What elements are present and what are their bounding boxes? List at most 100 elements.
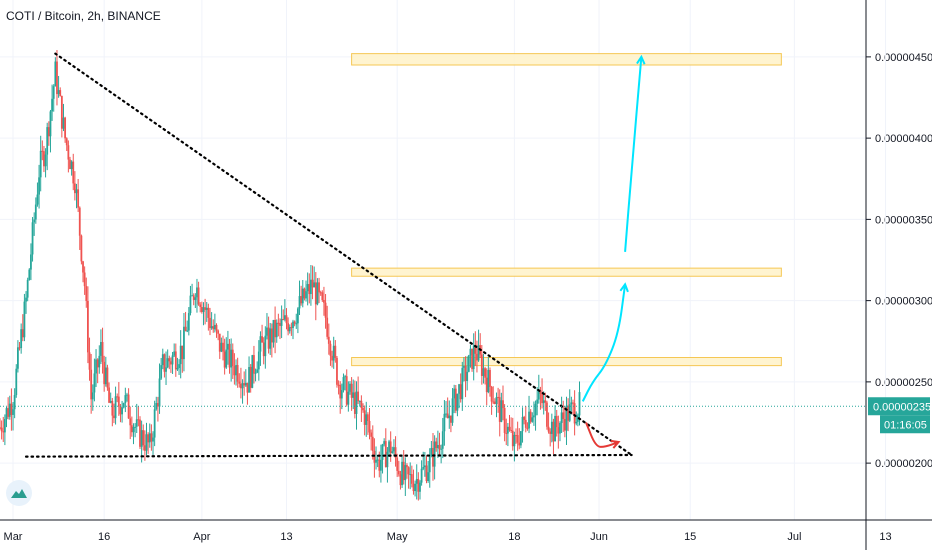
candle-body <box>171 355 174 365</box>
candle-body <box>248 367 250 393</box>
candle-body <box>163 354 166 372</box>
candle-body <box>275 322 278 338</box>
candle-body <box>18 347 21 349</box>
candle-body <box>311 279 314 288</box>
header-separator: , <box>80 9 88 23</box>
candle-body <box>563 419 566 431</box>
candle-body <box>296 308 299 324</box>
candle-body <box>415 478 418 484</box>
resistance-zone[interactable] <box>351 53 782 66</box>
candle-body <box>192 295 195 300</box>
candle-body <box>262 342 265 357</box>
candle-body <box>165 367 167 372</box>
candle-body <box>339 384 342 399</box>
candle-body <box>467 355 470 372</box>
candle-body <box>432 447 434 467</box>
arrow-head-icon <box>619 282 629 293</box>
candle-body <box>399 474 402 486</box>
candle-body <box>17 347 19 369</box>
candle-body <box>570 402 573 405</box>
candle-body <box>241 383 244 389</box>
candle-body <box>13 395 16 410</box>
candle-body <box>565 405 568 431</box>
candle-body <box>365 414 368 425</box>
candle-body <box>5 408 8 420</box>
arrow-head-icon <box>610 439 621 449</box>
candle-body <box>103 361 106 385</box>
candle-body <box>324 302 327 318</box>
candle-body <box>493 401 496 405</box>
candle-body <box>332 345 335 361</box>
projection-arrow[interactable] <box>581 284 627 402</box>
resistance-zone[interactable] <box>351 357 782 367</box>
candle-body <box>51 98 53 112</box>
candle-body <box>412 483 415 492</box>
candle-body <box>308 284 311 295</box>
candle-body <box>69 159 71 170</box>
candle-body <box>189 295 192 314</box>
candle-body <box>277 322 280 324</box>
resistance-zone[interactable] <box>351 267 782 277</box>
candle-body <box>106 367 109 388</box>
candle-body <box>122 403 125 408</box>
candle-body <box>109 400 112 403</box>
candle-body <box>327 336 330 344</box>
candle-body <box>259 336 262 352</box>
candle-body <box>243 383 246 386</box>
candle-body <box>329 343 332 356</box>
candle-body <box>96 359 99 368</box>
candle-body <box>46 127 49 155</box>
candle-body <box>80 235 83 262</box>
candle-body <box>480 354 483 376</box>
candle-body <box>306 284 309 292</box>
candle-body <box>231 349 234 367</box>
tradingview-logo-icon[interactable] <box>6 480 32 506</box>
y-tick-label: 0.00000300 <box>875 296 932 308</box>
candle-body <box>20 329 23 348</box>
candle-body <box>336 357 338 385</box>
candle-body <box>28 269 31 280</box>
candle-body <box>54 61 57 87</box>
candle-body <box>295 323 298 325</box>
projection-arrow[interactable] <box>585 422 619 448</box>
candle-body <box>213 324 216 330</box>
candle-body <box>280 319 283 326</box>
candle-body <box>132 427 135 433</box>
y-tick-label: 0.00000400 <box>875 133 932 145</box>
candle-body <box>342 377 345 391</box>
candle-body <box>567 405 570 421</box>
candle-body <box>524 419 527 428</box>
trendline[interactable] <box>54 52 633 457</box>
candle-body <box>438 444 441 450</box>
candle-body <box>422 467 425 469</box>
candle-body <box>454 388 457 411</box>
trendline[interactable] <box>24 453 633 458</box>
candle-body <box>362 407 364 411</box>
candle-body <box>476 353 478 361</box>
candle-body <box>539 390 542 394</box>
price-badge[interactable] <box>868 397 930 416</box>
candle-body <box>73 183 76 194</box>
candle-body <box>226 343 229 350</box>
countdown-badge[interactable] <box>880 415 930 434</box>
candle-body <box>199 304 202 307</box>
candle-body <box>121 407 123 415</box>
candle-body <box>428 456 431 473</box>
symbol-label: COTI / Bitcoin <box>6 9 81 23</box>
candle-body <box>124 395 127 404</box>
candle-body <box>158 378 161 407</box>
candle-body <box>391 451 394 454</box>
candle-body <box>223 351 226 368</box>
candle-body <box>36 194 39 205</box>
candle-body <box>168 358 171 362</box>
candle-body <box>90 369 93 400</box>
candle-body <box>388 441 390 452</box>
candle-body <box>313 282 316 288</box>
candle-body <box>101 342 104 362</box>
candle-body <box>170 361 172 365</box>
candle-body <box>44 154 47 167</box>
candle-body <box>100 342 102 356</box>
projection-arrow[interactable] <box>624 56 643 252</box>
candle-body <box>249 367 252 388</box>
